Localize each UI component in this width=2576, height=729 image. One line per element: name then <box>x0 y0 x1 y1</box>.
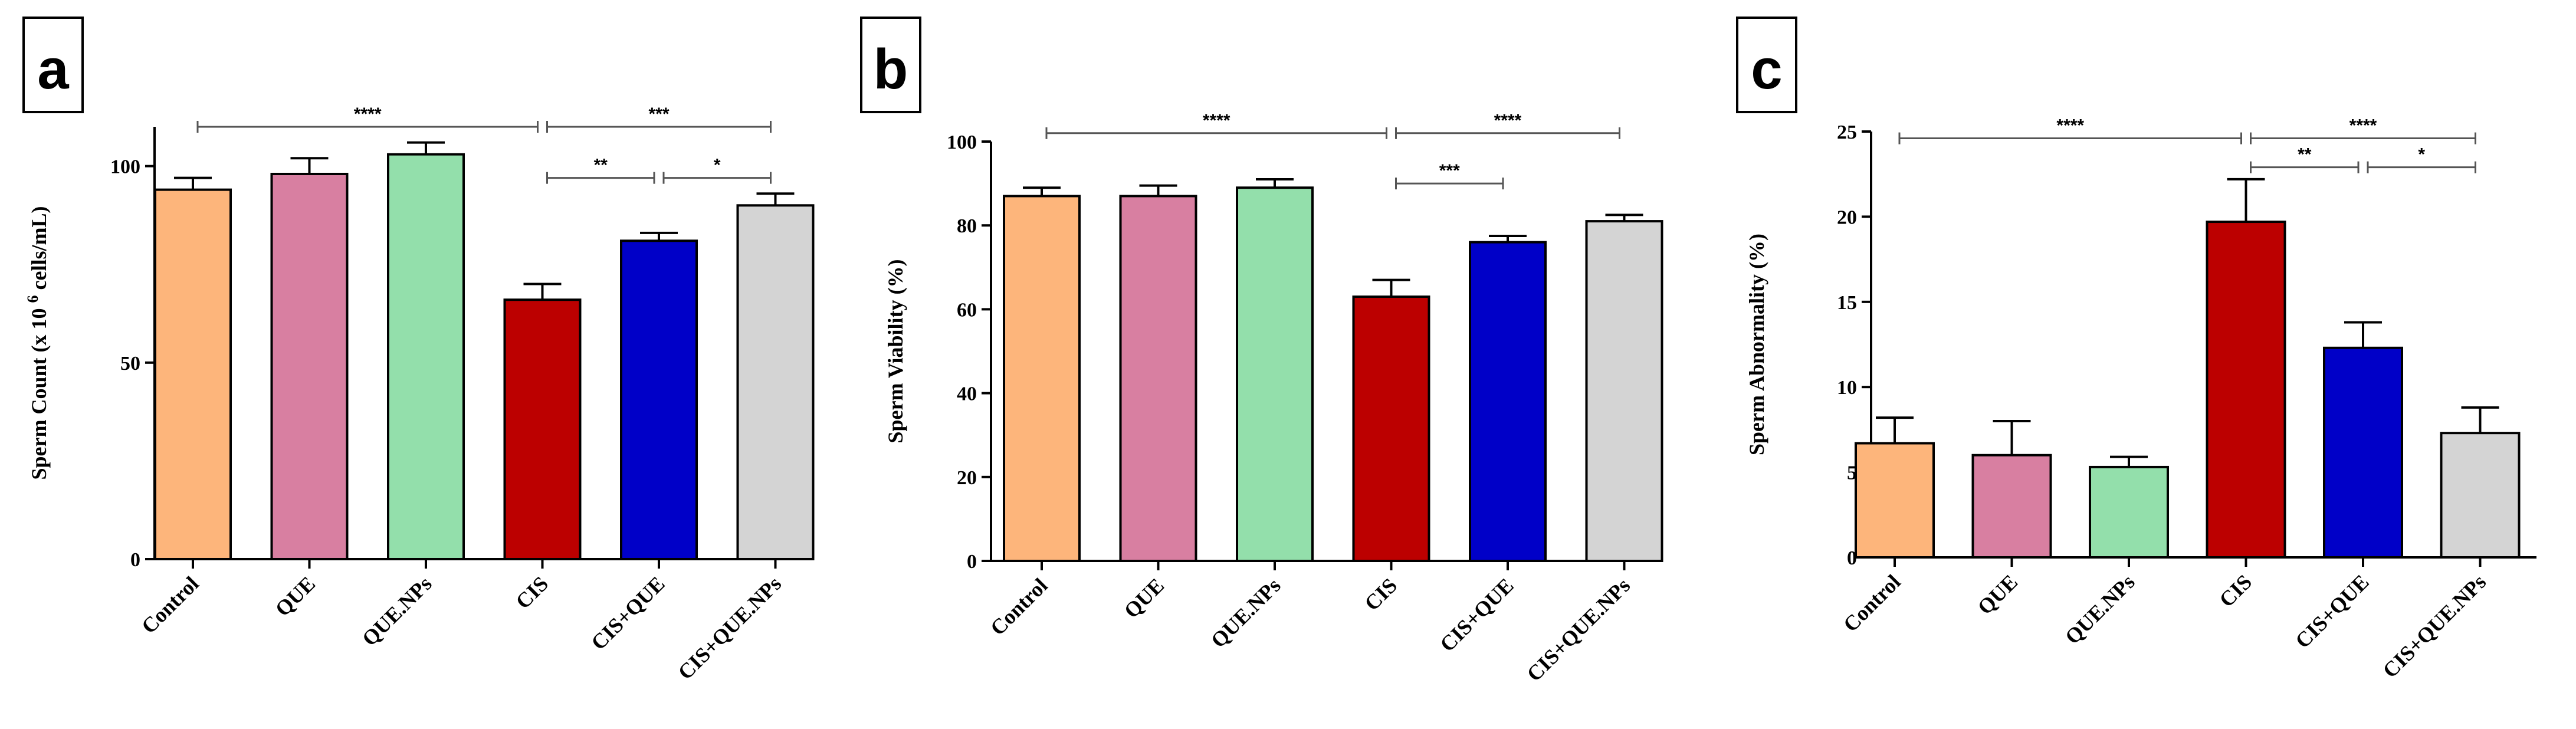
bar-control <box>1855 442 1935 559</box>
y-tick-label: 60 <box>957 299 977 321</box>
bar-que <box>1119 195 1197 562</box>
category-label: CIS+QUE <box>586 572 669 654</box>
y-axis-label: Sperm Count (x 10 6 cells/mL) <box>24 206 51 480</box>
category-label: CIS+QUE.NPs <box>2378 570 2491 682</box>
bar-cis-que-nps <box>2440 432 2521 559</box>
bar-cis <box>503 298 582 560</box>
significance-label: *** <box>648 104 669 124</box>
y-tick-label: 15 <box>1837 292 1857 314</box>
significance-label: * <box>714 156 721 175</box>
panel-letter-box-a <box>22 17 84 113</box>
category-label: QUE <box>1973 570 2022 619</box>
y-tick-label: 100 <box>947 132 977 153</box>
bar-cis <box>1352 295 1430 562</box>
category-label: Control <box>137 572 204 638</box>
bar-cis-que <box>620 239 698 560</box>
bar-cis <box>2206 221 2286 559</box>
y-tick-label: 0 <box>967 551 977 573</box>
y-tick-label: 10 <box>1837 377 1857 399</box>
bar-control <box>1003 195 1081 562</box>
significance-label: * <box>2418 145 2425 165</box>
bar-que-nps <box>1236 186 1314 562</box>
bar-que-nps <box>387 153 465 560</box>
category-label: CIS <box>1360 573 1402 615</box>
bar-control <box>154 188 232 561</box>
category-label: CIS+QUE <box>2290 570 2373 652</box>
panel-c: c 0 5 10 15 20 25 Sperm Abnormality (%) Control… <box>1736 17 2536 682</box>
panel-letter-b: b <box>874 38 908 101</box>
plot-area-c: 0 5 10 15 20 25 Sperm Abnormality (%) Control QU… <box>1745 116 2536 682</box>
significance-label: ** <box>594 156 608 175</box>
y-axis-label: Sperm Abnormality (%) <box>1745 234 1768 455</box>
panel-letter-box-b <box>860 17 921 113</box>
y-tick-label: 0 <box>1847 547 1857 569</box>
bar-que <box>270 172 349 560</box>
category-label: QUE.NPs <box>2060 570 2139 649</box>
y-tick-label: 0 <box>130 549 140 571</box>
plot-area-b: 0 20 40 60 80 100 Sperm Viability (%) Control QU… <box>884 111 1663 686</box>
panel-letter-a: a <box>37 38 69 101</box>
bar-cis-que <box>1469 241 1547 562</box>
panel-letter-box-c <box>1736 17 1797 113</box>
significance-label: **** <box>2056 116 2084 136</box>
bar-cis-que-nps <box>736 204 815 561</box>
category-label: CIS <box>511 572 553 613</box>
category-label: Control <box>986 573 1052 640</box>
bar-cis-que-nps <box>1585 220 1663 562</box>
significance-label: *** <box>1439 161 1460 180</box>
y-tick-label: 40 <box>957 383 977 405</box>
bar-que <box>1971 454 2052 559</box>
y-axis-label: Sperm Viability (%) <box>884 260 907 444</box>
panel-a: a 0 50 100 Sperm Count (x 10 6 cells/mL) Con… <box>22 17 815 684</box>
y-tick-label: 100 <box>110 156 140 178</box>
panel-b: b 0 20 40 60 80 100 Sperm Viability (%) Control… <box>860 17 1663 686</box>
category-label: CIS+QUE <box>1435 573 1518 656</box>
y-tick-label: 20 <box>1837 206 1857 228</box>
y-tick-label: 25 <box>1837 121 1857 143</box>
category-label: QUE.NPs <box>357 572 437 651</box>
category-label: CIS+QUE.NPs <box>674 572 786 684</box>
category-label: Control <box>1839 570 1905 636</box>
plot-area-a: 0 50 100 Sperm Count (x 10 6 cells/mL) Contr… <box>24 104 815 684</box>
panel-letter-c: c <box>1751 38 1782 101</box>
y-tick-label: 80 <box>957 215 977 237</box>
category-label: CIS <box>2214 570 2256 612</box>
significance-label: **** <box>1203 111 1230 130</box>
significance-label: ** <box>2298 145 2312 165</box>
y-tick-label: 20 <box>957 467 977 489</box>
significance-label: **** <box>1494 111 1522 130</box>
category-label: QUE <box>271 572 320 620</box>
y-tick-label: 5 <box>1847 462 1857 484</box>
bar-que-nps <box>2089 465 2169 559</box>
y-tick-label: 50 <box>120 353 140 375</box>
bar-cis-que <box>2323 346 2403 559</box>
significance-label: **** <box>354 104 382 124</box>
significance-label: **** <box>2349 116 2377 136</box>
category-label: QUE <box>1120 573 1169 622</box>
category-label: CIS+QUE.NPs <box>1522 573 1635 686</box>
category-label: QUE.NPs <box>1206 573 1285 652</box>
